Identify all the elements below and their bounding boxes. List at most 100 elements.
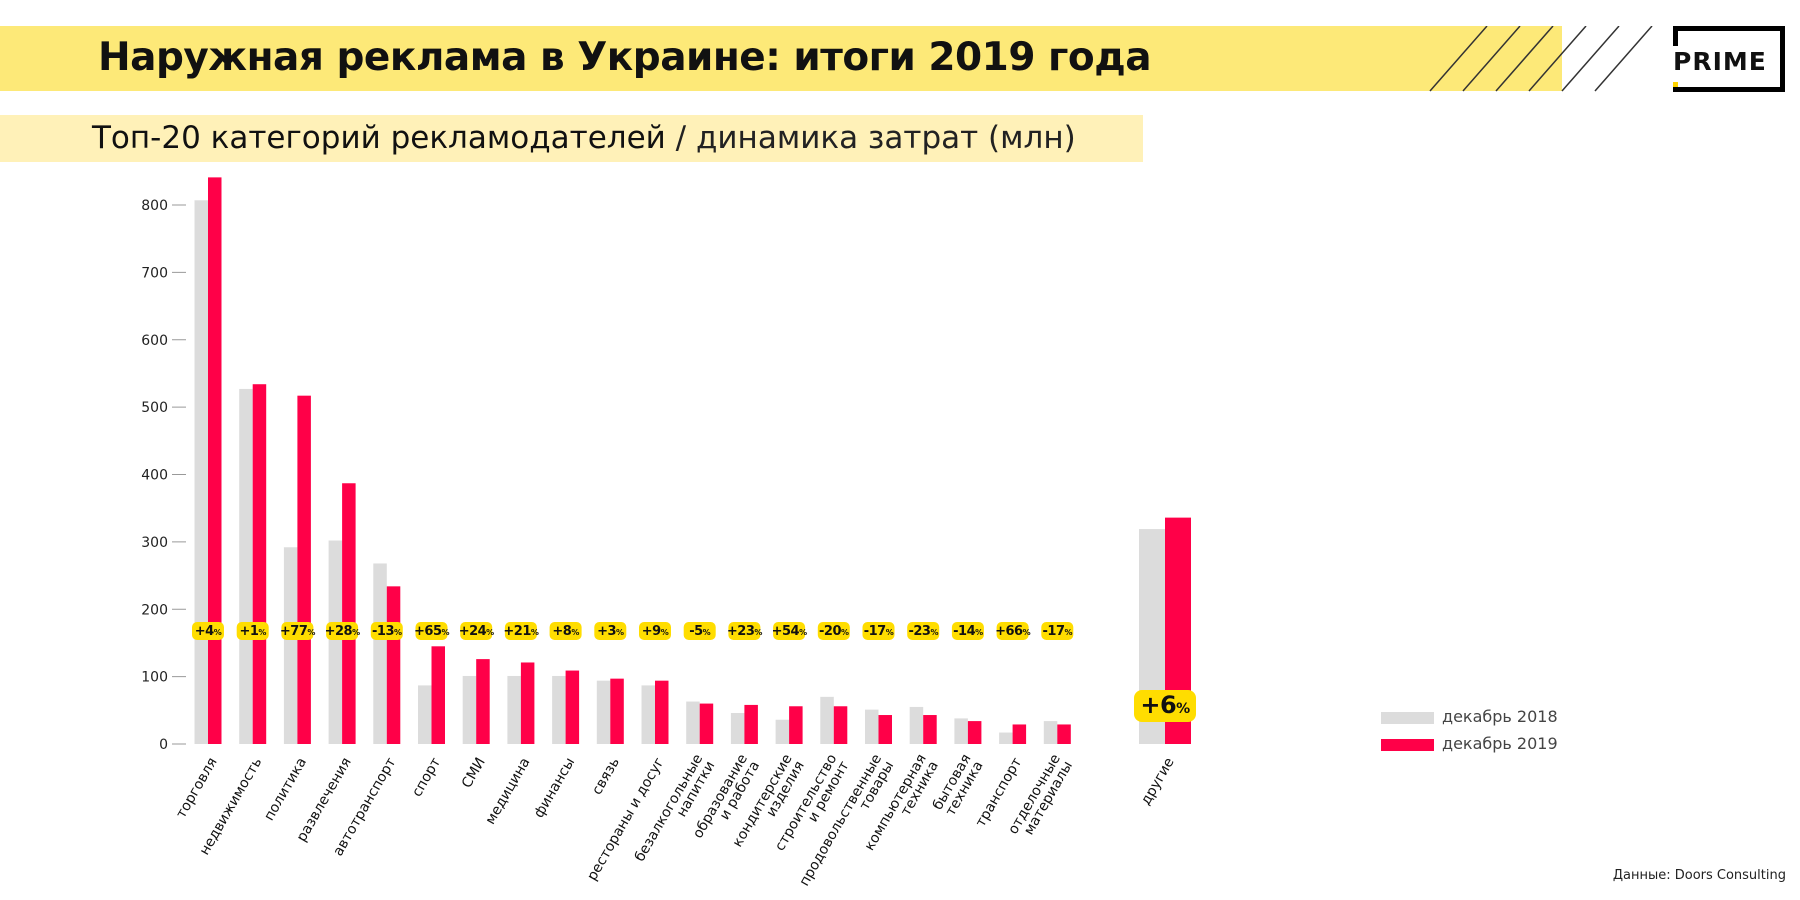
change-label: +4% [195, 624, 222, 639]
y-tick-label: 500 [141, 400, 168, 416]
bar-2019 [923, 715, 937, 744]
percent-sign: % [616, 628, 624, 637]
change-badge [594, 622, 627, 640]
change-badge [683, 622, 716, 640]
bar-2018 [820, 696, 834, 744]
prime-logo: PRIME [1673, 26, 1790, 92]
bar-2018 [239, 388, 253, 744]
bar-2018 [552, 675, 566, 744]
change-value: -13 [372, 624, 394, 639]
change-label: +9% [642, 624, 669, 639]
decorative-stripes [1429, 26, 1653, 92]
category-label-line: СМИ [459, 755, 489, 791]
y-tick-label: 600 [141, 333, 168, 349]
y-tick-label: 0 [159, 737, 168, 753]
subtitle-bar [0, 115, 1143, 162]
bar-2019 [565, 670, 580, 744]
percent-sign: % [841, 628, 849, 637]
change-badge [639, 622, 671, 640]
bar-2019 [1012, 724, 1027, 744]
change-badge [728, 622, 761, 640]
bar-2018 [328, 540, 343, 744]
change-label: -17% [864, 624, 894, 639]
bar-2019 [297, 395, 311, 744]
bar-2018 [283, 547, 298, 744]
change-value: +6 [1140, 691, 1176, 719]
subtitle-secondary: / динамика затрат (млн) [665, 120, 1076, 156]
legend-swatch-2019 [1381, 738, 1434, 751]
bar-2019 [431, 646, 445, 744]
bar-2019 [699, 703, 714, 744]
percent-sign: % [352, 628, 360, 637]
change-label: -5% [689, 624, 710, 639]
category-label: финансы [531, 755, 578, 821]
change-badge [192, 622, 224, 640]
change-label: +23% [727, 624, 762, 639]
change-badge [415, 622, 448, 640]
bar-2019 [878, 715, 892, 744]
change-badge [236, 622, 269, 640]
change-label: -13% [372, 624, 402, 639]
chart-subtitle: Топ-20 категорий рекламодателей / динами… [92, 115, 1076, 162]
category-label: другие [1138, 755, 1178, 808]
percent-sign: % [703, 628, 711, 637]
category-label: бытоваятехника [930, 752, 987, 820]
change-badge [817, 622, 850, 640]
change-value: +65 [414, 624, 442, 639]
change-value: -14 [953, 624, 975, 639]
percent-sign: % [799, 628, 807, 637]
change-badge [951, 622, 984, 640]
bar-2018 [194, 200, 208, 744]
change-value: +4 [195, 624, 214, 639]
percent-sign: % [975, 628, 983, 637]
change-badge [460, 622, 493, 640]
change-value: -17 [1043, 624, 1065, 639]
bar-2018 [462, 675, 477, 744]
bar-2019 [476, 659, 490, 744]
change-badge [326, 622, 359, 640]
change-label: +8% [552, 624, 579, 639]
bar-2018 [1043, 721, 1058, 744]
category-label-line: медицина [483, 755, 534, 827]
change-badge [773, 622, 806, 640]
change-badge [862, 622, 895, 640]
data-source: Данные: Doors Consulting [1612, 868, 1786, 883]
change-label: -20% [819, 624, 849, 639]
bar-2018 [730, 713, 745, 744]
bar-2018 [641, 685, 655, 744]
category-label-line: связь [589, 755, 623, 798]
change-label: -17% [1043, 624, 1073, 639]
change-label: +6% [1140, 691, 1190, 719]
change-value: +8 [552, 624, 571, 639]
change-value: -5 [689, 624, 703, 639]
legend-label-2018: декабрь 2018 [1442, 707, 1558, 726]
percent-sign: % [531, 628, 539, 637]
percent-sign: % [754, 628, 762, 637]
percent-sign: % [886, 628, 894, 637]
category-label-line: политика [261, 755, 310, 824]
category-label: спорт [409, 755, 444, 800]
y-tick-label: 100 [141, 670, 168, 686]
percent-sign: % [394, 628, 402, 637]
bar-2019 [610, 678, 624, 744]
header-bar [0, 26, 1562, 91]
bar-2018 [954, 718, 968, 744]
change-badge [504, 622, 537, 640]
percent-sign: % [258, 628, 266, 637]
logo-text: PRIME [1673, 49, 1771, 75]
category-label: СМИ [459, 755, 489, 791]
change-value: +24 [459, 624, 487, 639]
change-badge [907, 622, 940, 640]
change-value: +1 [239, 624, 258, 639]
change-label: +1% [239, 624, 266, 639]
bar-2019 [967, 721, 982, 744]
change-label: +77% [280, 624, 315, 639]
category-label-line: торговля [173, 755, 220, 821]
bar-2018 [999, 732, 1013, 744]
category-label-line: другие [1138, 755, 1178, 808]
category-label: связь [589, 755, 623, 798]
change-value: -17 [864, 624, 886, 639]
percent-sign: % [214, 628, 222, 637]
category-label: политика [261, 755, 310, 824]
